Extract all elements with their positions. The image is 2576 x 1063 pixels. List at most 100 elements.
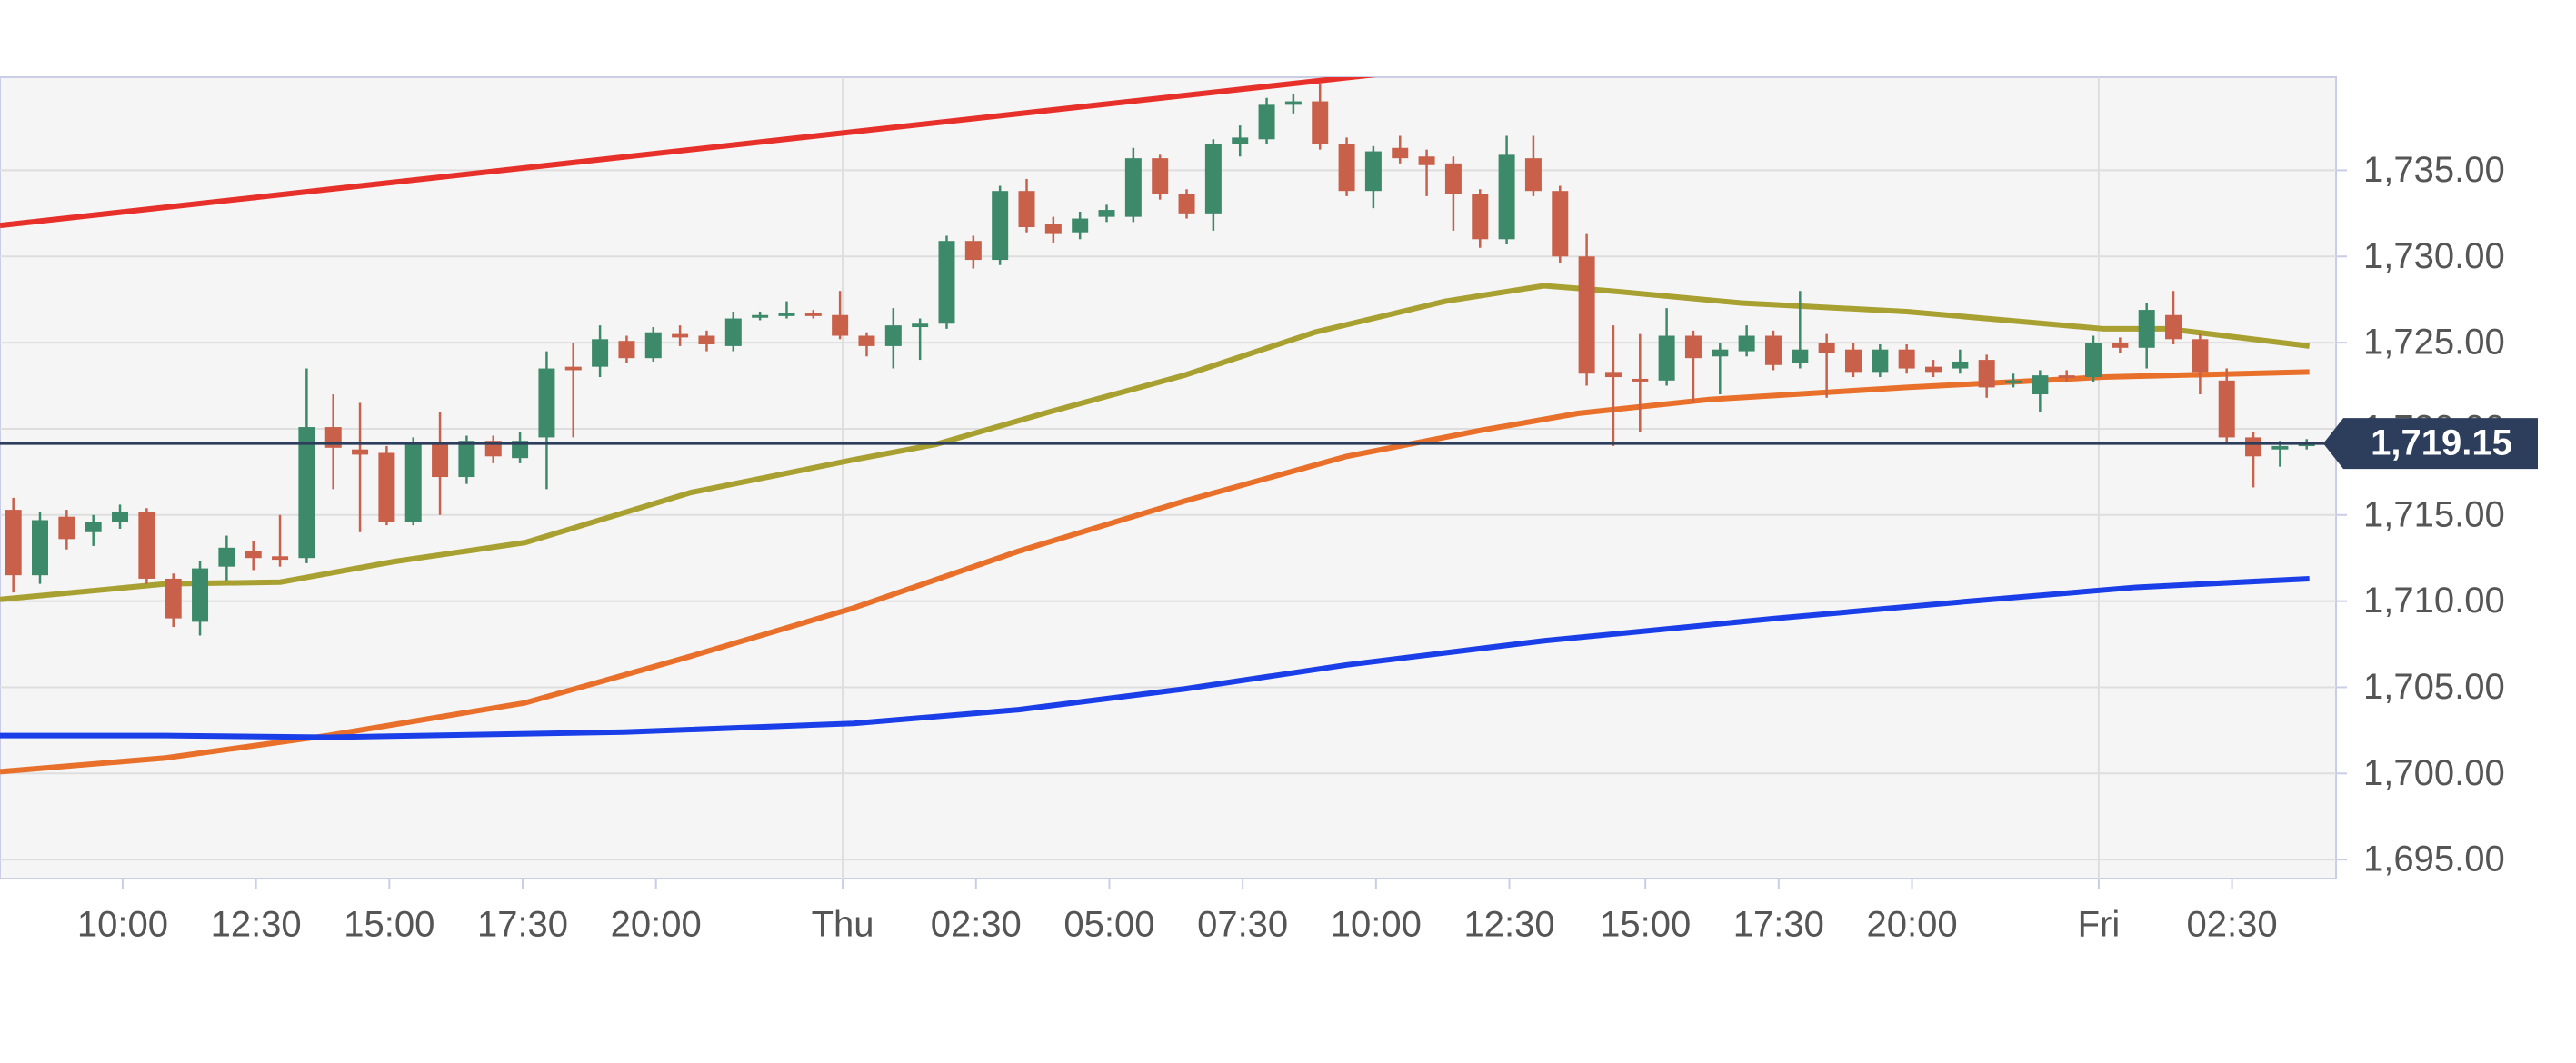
y-tick-label: 1,705.00 — [2363, 667, 2505, 707]
candle-body — [1284, 101, 1302, 105]
x-tick-label: 05:00 — [1063, 905, 1154, 945]
candle-body — [1072, 218, 1089, 233]
candle-body — [1178, 194, 1195, 214]
plot-area — [0, 76, 2337, 879]
candle-body — [1952, 361, 1969, 369]
candle-body — [5, 510, 22, 576]
candle-body — [112, 511, 129, 522]
candle-body — [1444, 163, 1462, 194]
candle-body — [1152, 158, 1169, 194]
candle-body — [1098, 210, 1115, 217]
candle-body — [1552, 191, 1569, 257]
candle-body — [85, 522, 102, 532]
candle-body — [2005, 380, 2022, 383]
candle-body — [1578, 256, 1595, 374]
y-tick-label: 1,725.00 — [2363, 323, 2505, 363]
candle-body — [2165, 314, 2182, 340]
candle-body — [564, 366, 582, 371]
candle-body — [32, 520, 49, 576]
candle-body — [1604, 372, 1622, 378]
candle-body — [1792, 349, 1809, 363]
candle-body — [1392, 147, 1409, 159]
x-tick-label: 20:00 — [1866, 905, 1957, 945]
moving-average-line — [0, 283, 2311, 602]
candle-body — [1044, 224, 1062, 234]
candle-body — [2271, 445, 2289, 450]
candle-body — [2032, 375, 2049, 395]
x-tick-label: Fri — [2078, 905, 2121, 945]
candle-body — [1364, 151, 1382, 192]
candle-body — [858, 335, 875, 346]
candle-body — [1898, 349, 1915, 369]
candle-body — [138, 511, 155, 579]
y-tick-label: 1,715.00 — [2363, 494, 2505, 534]
candle-body — [1338, 144, 1355, 192]
candle-body — [992, 191, 1009, 261]
x-tick-label: 20:00 — [611, 905, 702, 945]
y-tick-label: 1,730.00 — [2363, 236, 2505, 276]
x-tick-label: 17:30 — [477, 905, 568, 945]
candle-body — [2218, 380, 2235, 438]
moving-average-line — [0, 575, 2310, 740]
x-tick-label: 15:00 — [1600, 905, 1691, 945]
candle-body — [1124, 158, 1142, 217]
last-price-badge — [2323, 418, 2538, 470]
candle-body — [1712, 349, 1729, 357]
last-price-label: 1,719.15 — [2371, 423, 2512, 463]
candle-body — [938, 241, 955, 324]
candle-body — [964, 241, 982, 261]
candle-body — [1018, 191, 1035, 228]
candle-body — [644, 332, 662, 359]
candle-body — [165, 578, 182, 619]
candle-body — [378, 452, 395, 522]
y-tick-label: 1,695.00 — [2363, 839, 2505, 879]
candle-body — [1764, 335, 1782, 365]
candle-body — [832, 314, 849, 336]
candle-body — [618, 341, 635, 359]
plot — [0, 77, 2336, 775]
y-tick-label: 1,735.00 — [2363, 150, 2505, 190]
candle-body — [672, 333, 689, 338]
candle-body — [458, 441, 475, 478]
candle-body — [724, 318, 742, 346]
candle-body — [2245, 437, 2262, 457]
candle-body — [1632, 378, 1649, 382]
candle-body — [1418, 156, 1435, 165]
candle-body — [1872, 349, 1889, 373]
x-tick-label: 02:30 — [931, 905, 1022, 945]
candle-body — [538, 368, 555, 438]
candle-body — [2058, 375, 2075, 379]
candle-body — [1312, 101, 1329, 144]
candle-body — [2112, 343, 2129, 348]
candle-body — [1658, 335, 1675, 381]
candle-body — [1818, 343, 1835, 353]
x-tick-label: 02:30 — [2187, 905, 2278, 945]
x-tick-label: 17:30 — [1733, 905, 1824, 945]
candle-body — [752, 314, 769, 318]
moving-average-line — [0, 77, 1376, 229]
candle-body — [912, 323, 929, 328]
candle-body — [512, 441, 529, 459]
candle-body — [1844, 349, 1862, 373]
moving-average-line — [0, 369, 2310, 775]
x-tick-label: 15:00 — [344, 905, 434, 945]
x-tick-label: 07:30 — [1197, 905, 1288, 945]
candle-body — [1738, 335, 1755, 352]
candle-body — [1924, 366, 1942, 373]
candle-body — [1498, 154, 1515, 240]
candle-body — [1978, 360, 1995, 388]
candle-body — [218, 547, 235, 567]
x-tick-label: 10:00 — [77, 905, 168, 945]
candle-body — [592, 339, 609, 367]
y-tick-label: 1,710.00 — [2363, 581, 2505, 621]
candle-body — [2085, 343, 2102, 378]
x-tick-label: 12:30 — [1463, 905, 1554, 945]
candle-body — [352, 449, 369, 455]
x-tick-label: Thu — [812, 905, 874, 945]
candle-body — [298, 427, 315, 559]
y-tick-label: 1,700.00 — [2363, 753, 2505, 793]
candle-body — [1204, 144, 1222, 214]
candle-body — [1258, 104, 1275, 140]
candle-body — [404, 444, 422, 522]
